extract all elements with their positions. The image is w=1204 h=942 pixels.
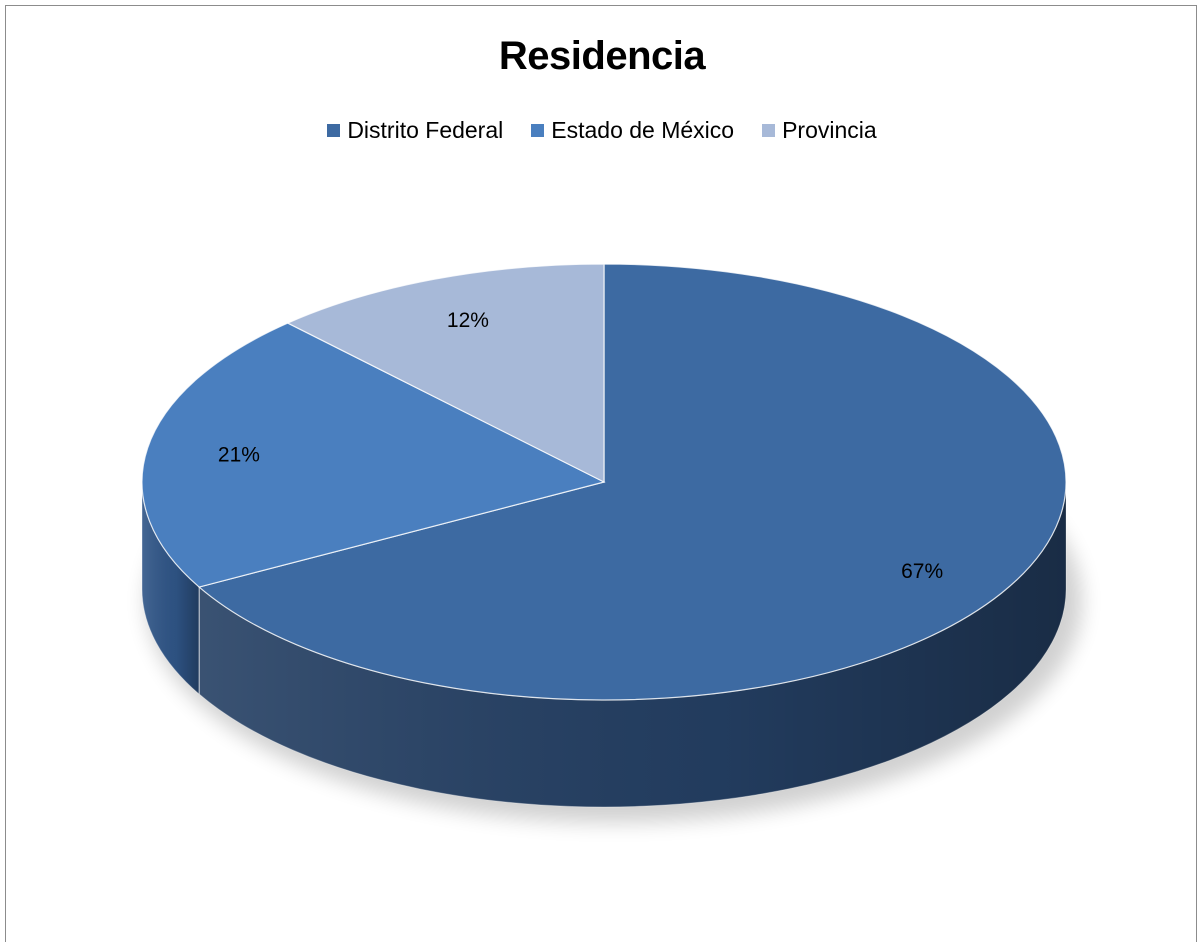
data-label: 12% (447, 309, 489, 332)
legend-label: Estado de México (551, 117, 735, 143)
pie-slice (197, 263, 1067, 701)
legend-item-estado-de-mexico: Estado de México (531, 117, 734, 144)
pie-slice (286, 263, 605, 483)
legend-swatch (327, 124, 341, 137)
legend-swatch (762, 124, 776, 137)
pie-slice-side-shade (199, 482, 1067, 807)
chart-title: Residencia (498, 34, 706, 78)
legend-item-provincia: Provincia (762, 117, 877, 144)
chart-legend: Distrito Federal Estado de México Provin… (0, 117, 1204, 144)
pie-slice-side-shade (142, 482, 200, 695)
legend-label: Distrito Federal (347, 117, 504, 143)
data-label: 67% (901, 560, 943, 583)
legend-label: Provincia (782, 117, 877, 143)
legend-item-distrito-federal: Distrito Federal (327, 117, 503, 144)
data-label: 21% (218, 444, 260, 467)
legend-swatch (531, 124, 545, 137)
pie-slice (141, 322, 606, 588)
